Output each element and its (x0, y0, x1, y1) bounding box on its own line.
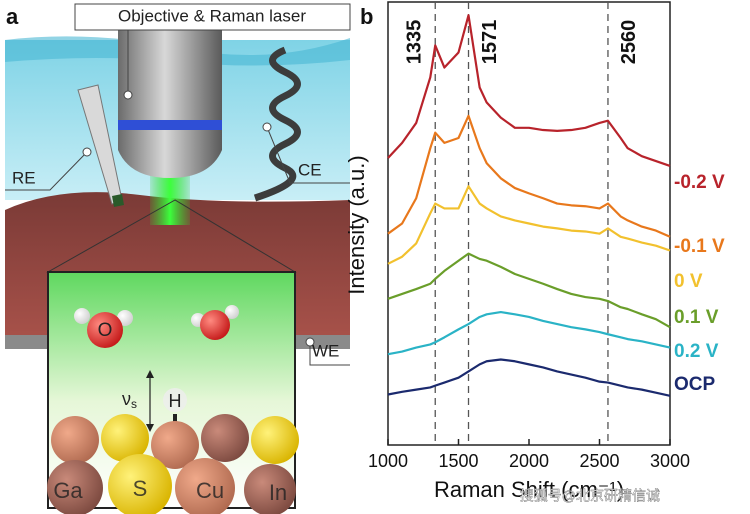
peak-label: 1335 (404, 20, 426, 65)
spectrum-line (387, 358, 671, 397)
vibration-symbol: ν (122, 389, 131, 409)
reference-electrode-tip (112, 194, 124, 207)
series-label: -0.2 V (674, 172, 725, 193)
panel-a: Objective & Raman laser RE CE WE a O νs … (5, 3, 351, 514)
callout-label: WE (312, 341, 339, 360)
series-label: -0.1 V (674, 236, 725, 257)
atom (101, 414, 149, 462)
callout-line (266, 126, 350, 184)
objective-ring (118, 120, 222, 130)
atom-labels: Ga S Cu In (53, 476, 287, 505)
callout-label: Objective & Raman laser (118, 6, 306, 25)
o-atom (200, 310, 230, 340)
series-label: 0 V (674, 271, 703, 292)
counter-electrode (253, 46, 301, 202)
callout-label: CE (298, 160, 322, 179)
peak-label: 2560 (618, 20, 640, 65)
panel-b: b Intensity (a.u.) Raman Shift (cm⁻¹) 搜狐… (344, 1, 725, 504)
atom (251, 416, 299, 464)
h-atom (74, 308, 90, 324)
h-atom (225, 305, 239, 319)
atom (175, 458, 235, 514)
x-tick-label: 2500 (579, 451, 619, 471)
atom (51, 416, 99, 464)
callout-box (74, 3, 351, 31)
callout-dot (123, 90, 133, 100)
surface-atoms (47, 414, 299, 514)
x-tick-label: 1000 (368, 451, 408, 471)
callout-dot (305, 337, 315, 347)
oxygen-label: O (98, 320, 113, 341)
callout-line (5, 151, 88, 191)
x-axis-label: Raman Shift (cm⁻¹) (434, 477, 624, 502)
callout-line (309, 342, 350, 366)
callout-label: RE (12, 168, 36, 187)
atom-label: Ga (53, 478, 83, 503)
spectrum-line (387, 14, 671, 167)
x-tick-label: 3000 (650, 451, 690, 471)
objective (118, 15, 222, 178)
arrow-head (146, 370, 154, 378)
atom (108, 454, 172, 514)
x-tick-label: 2000 (509, 451, 549, 471)
hydrogen-label: H (169, 391, 182, 411)
series-label: OCP (674, 374, 716, 395)
spectrum-line (387, 185, 671, 265)
water-molecule (191, 305, 239, 340)
series-label: 0.1 V (674, 307, 719, 328)
h-atom (163, 388, 187, 412)
atom-label: S (133, 476, 148, 501)
atom (151, 421, 199, 469)
arrow-head (146, 424, 154, 432)
atom-label: In (269, 480, 287, 505)
watermark: 搜狐号@北京研精信诚 (520, 488, 660, 504)
atom-label: Cu (196, 478, 224, 503)
panel-label: a (6, 4, 19, 29)
callout-dot (82, 147, 92, 157)
vibration-label: νs (122, 389, 137, 411)
peak-label: 1571 (479, 20, 501, 65)
vibration-subscript: s (131, 397, 137, 411)
atom (244, 464, 296, 514)
y-axis-label: Intensity (a.u.) (344, 155, 369, 294)
x-tick-label: 1500 (438, 451, 478, 471)
callout-dot (262, 122, 272, 132)
spectrum-line (387, 114, 671, 238)
series-label: 0.2 V (674, 341, 719, 362)
atom (47, 460, 103, 514)
panel-label: b (360, 4, 373, 29)
spectrum-line (387, 311, 671, 356)
o-atom (87, 312, 123, 348)
water-molecule: O (74, 308, 133, 348)
spectrum-line (387, 252, 671, 329)
atom (201, 414, 249, 462)
